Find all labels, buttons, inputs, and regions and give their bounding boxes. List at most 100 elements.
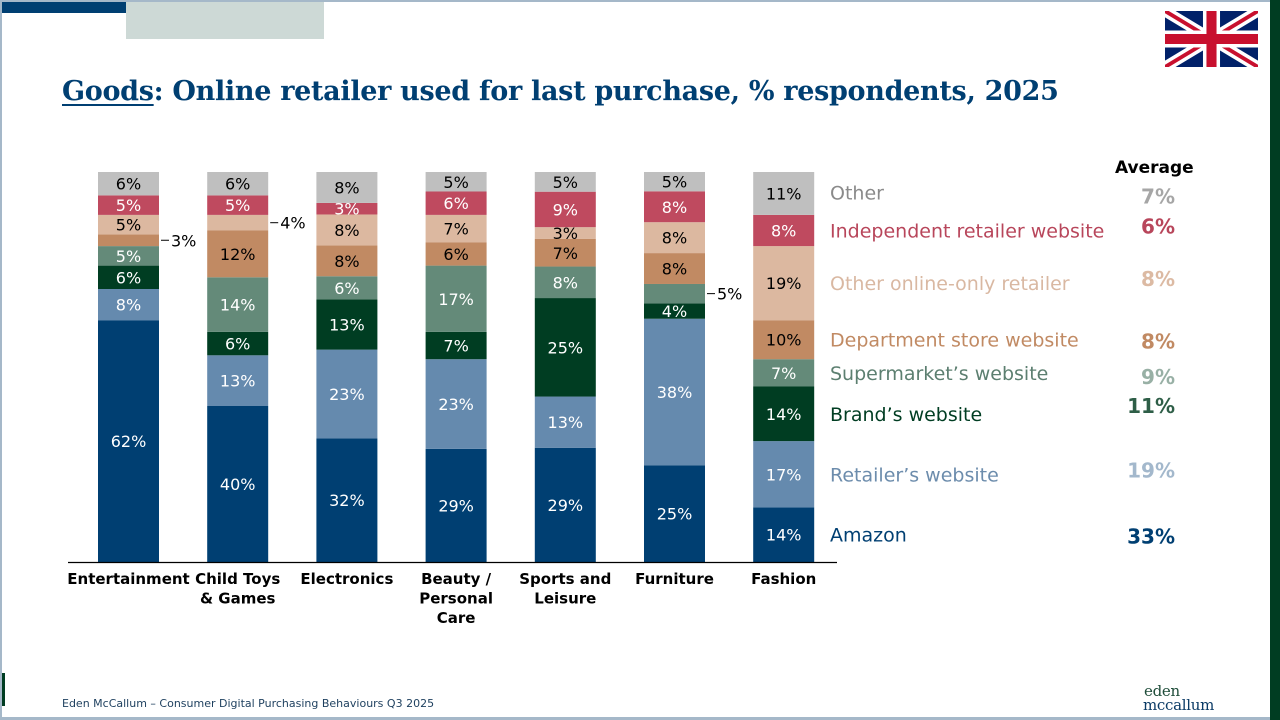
- bar-segment-department-store-website-beauty-personal-care: [425, 242, 487, 266]
- data-label: 5%: [116, 247, 141, 266]
- data-label: 8%: [334, 221, 359, 240]
- average-value-brand-s-website: 11%: [1127, 394, 1175, 418]
- slide-frame-bottom: [0, 717, 1280, 720]
- average-value-retailer-s-website: 19%: [1127, 458, 1175, 482]
- bar-segment-other-online-only-retailer-entertainment: [98, 214, 159, 235]
- average-value-independent-retailer-website: 6%: [1141, 215, 1175, 239]
- data-label: 13%: [548, 413, 584, 432]
- bar-segment-department-store-website-electronics: [316, 245, 378, 277]
- data-label: 14%: [766, 526, 802, 545]
- category-label: Beauty /: [421, 570, 492, 588]
- bar-segment-brand-s-website-sports-and-leisure: [534, 298, 596, 397]
- bar-segment-supermarket-s-website-beauty-personal-care: [425, 265, 487, 332]
- footer-marker: [2, 673, 5, 706]
- bar-segment-retailer-s-website-beauty-personal-care: [425, 359, 487, 449]
- bar-segment-other-beauty-personal-care: [425, 172, 487, 192]
- category-label: Care: [437, 609, 476, 627]
- bar-segment-brand-s-website-electronics: [316, 299, 378, 350]
- bar-segment-other-furniture: [644, 172, 705, 192]
- data-label: 29%: [438, 496, 474, 515]
- bar-segment-amazon-beauty-personal-care: [425, 448, 487, 562]
- category-label: Personal: [419, 590, 493, 608]
- data-label: 6%: [116, 175, 141, 194]
- bar-segment-department-store-website-sports-and-leisure: [534, 238, 596, 267]
- bar-segment-department-store-website-child-toys-games: [207, 230, 269, 278]
- data-label: 14%: [220, 296, 256, 315]
- bar-segment-amazon-fashion: [753, 507, 815, 562]
- data-label: 25%: [548, 338, 584, 357]
- page-title: Goods: Online retailer used for last pur…: [62, 76, 1059, 107]
- data-label: 7%: [443, 220, 468, 239]
- bar-segment-retailer-s-website-entertainment: [98, 289, 159, 321]
- bar-segment-supermarket-s-website-child-toys-games: [207, 277, 269, 332]
- data-label: 6%: [116, 268, 141, 287]
- data-label: 6%: [225, 335, 250, 354]
- bar-segment-independent-retailer-website-entertainment: [98, 195, 159, 215]
- data-label: 9%: [553, 200, 578, 219]
- data-label: 13%: [220, 372, 256, 391]
- header-accent-block: [126, 2, 324, 39]
- legend-item-brand-s-website: Brand’s website: [830, 404, 982, 426]
- bar-segment-amazon-electronics: [316, 438, 378, 562]
- legend-item-department-store-website: Department store website: [830, 330, 1079, 352]
- bar-segment-department-store-website-furniture: [644, 253, 705, 284]
- category-label: Entertainment: [67, 570, 189, 588]
- bar-segment-retailer-s-website-sports-and-leisure: [534, 396, 596, 448]
- legend-item-other: Other: [830, 182, 884, 204]
- bar-segment-other-online-only-retailer-beauty-personal-care: [425, 214, 487, 243]
- data-label: 6%: [443, 245, 468, 264]
- bar-segment-amazon-entertainment: [98, 320, 159, 562]
- bar-segment-amazon-furniture: [644, 465, 705, 562]
- data-label: 5%: [116, 216, 141, 235]
- bar-segment-brand-s-website-furniture: [644, 303, 705, 319]
- side-stripe: [1270, 0, 1280, 720]
- bar-segment-supermarket-s-website-electronics: [316, 276, 378, 300]
- average-value-other-online-only-retailer: 8%: [1141, 267, 1175, 291]
- slide-frame-top: [0, 0, 1280, 2]
- bar-segment-retailer-s-website-electronics: [316, 349, 378, 439]
- data-label: 19%: [766, 274, 802, 293]
- data-label: 62%: [111, 432, 147, 451]
- data-label: 13%: [329, 316, 365, 335]
- data-label: 8%: [662, 260, 687, 279]
- data-label: 8%: [553, 273, 578, 292]
- data-label: 8%: [771, 222, 796, 241]
- legend-item-other-online-only-retailer: Other online-only retailer: [830, 273, 1070, 295]
- data-label: 32%: [329, 491, 365, 510]
- data-label: 23%: [438, 395, 474, 414]
- legend-item-supermarket-s-website: Supermarket’s website: [830, 363, 1048, 385]
- data-label: 5%: [553, 173, 578, 192]
- bar-segment-other-electronics: [316, 172, 378, 203]
- data-label: 4%: [662, 302, 687, 321]
- bar-segment-independent-retailer-website-sports-and-leisure: [534, 191, 596, 228]
- title-rest: : Online retailer used for last purchase…: [153, 76, 1059, 107]
- footer-source: Eden McCallum – Consumer Digital Purchas…: [62, 697, 435, 710]
- logo-line-2: mccallum: [1143, 696, 1215, 714]
- data-label: 7%: [443, 337, 468, 356]
- data-label-outside: 5%: [717, 285, 742, 304]
- data-label-outside: 3%: [171, 231, 196, 250]
- data-label: 8%: [116, 296, 141, 315]
- bar-segment-retailer-s-website-child-toys-games: [207, 355, 269, 406]
- data-label: 17%: [766, 465, 802, 484]
- bar-segment-other-online-only-retailer-electronics: [316, 214, 378, 246]
- data-label: 5%: [116, 196, 141, 215]
- data-label: 6%: [334, 279, 359, 298]
- data-label: 23%: [329, 385, 365, 404]
- data-label: 40%: [220, 475, 256, 494]
- average-value-supermarket-s-website: 9%: [1141, 365, 1175, 389]
- bar-segment-other-online-only-retailer-fashion: [753, 246, 815, 321]
- bar-segment-supermarket-s-website-fashion: [753, 359, 815, 387]
- average-value-amazon: 33%: [1127, 525, 1175, 549]
- legend-item-amazon: Amazon: [830, 525, 907, 547]
- data-label: 12%: [220, 245, 256, 264]
- bar-segment-department-store-website-entertainment: [98, 234, 159, 247]
- data-label: 6%: [443, 194, 468, 213]
- average-value-other: 7%: [1141, 184, 1175, 208]
- data-label: 8%: [334, 252, 359, 271]
- data-label: 8%: [334, 178, 359, 197]
- bar-segment-independent-retailer-website-fashion: [753, 214, 815, 247]
- data-label: 5%: [225, 196, 250, 215]
- category-label: & Games: [200, 590, 276, 608]
